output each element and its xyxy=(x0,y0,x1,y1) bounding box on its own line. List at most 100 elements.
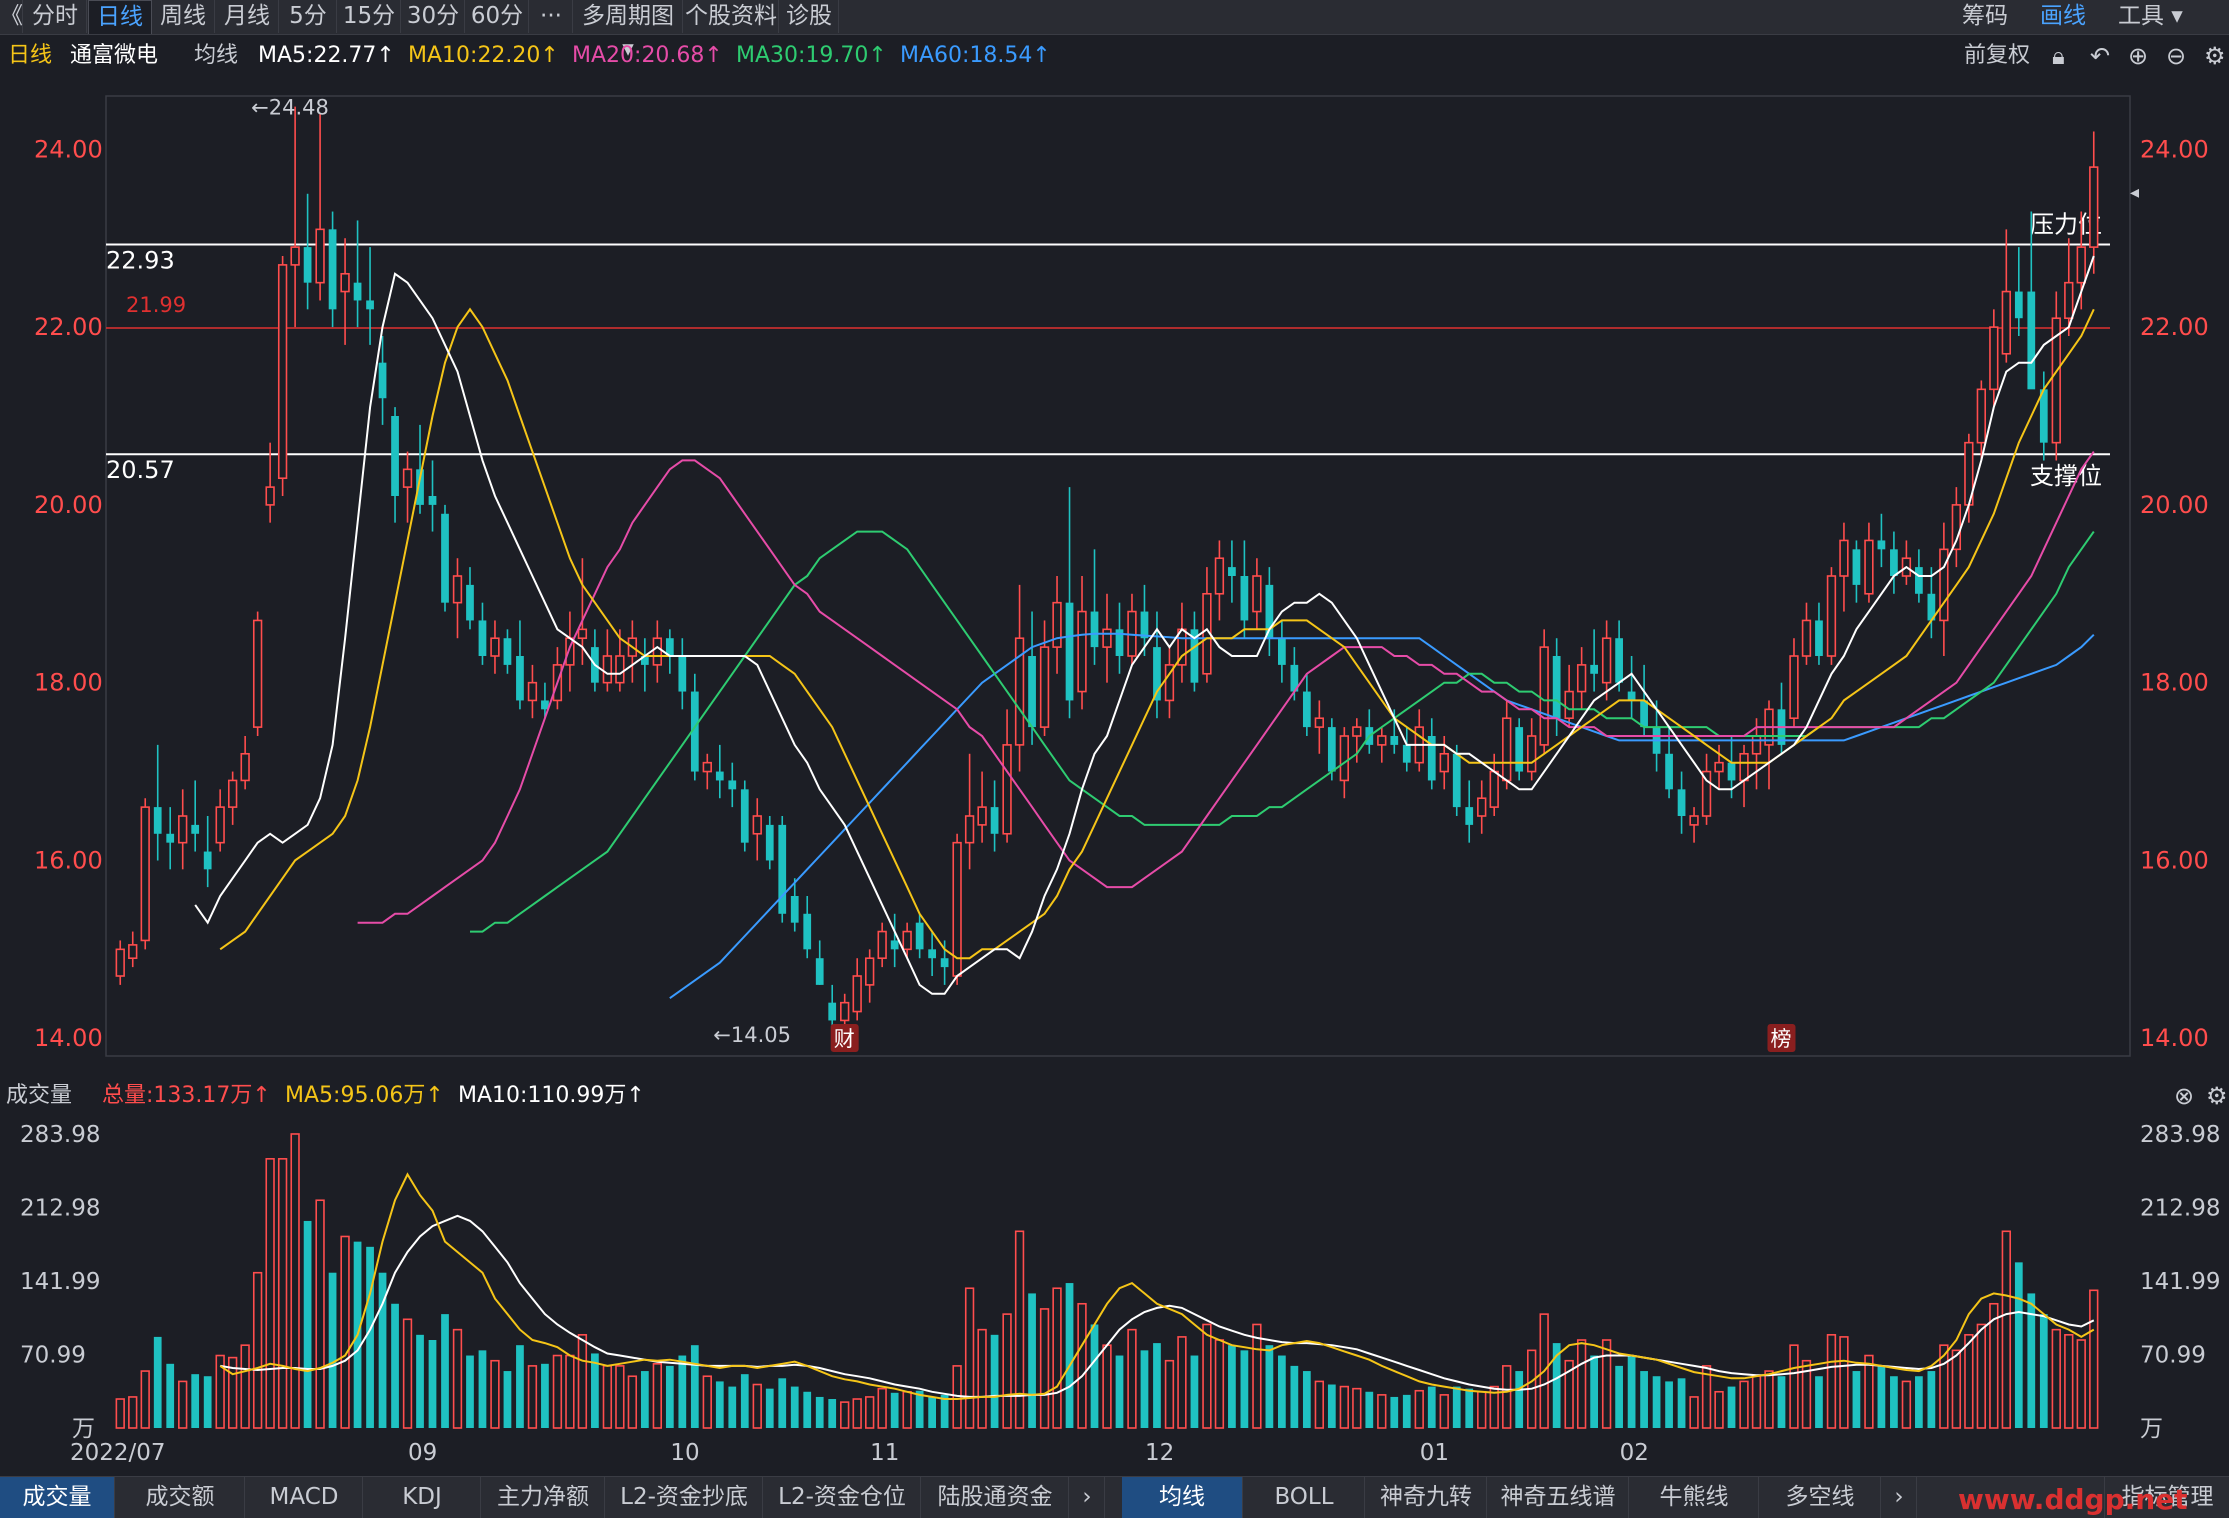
volume-bar[interactable] xyxy=(1976,1323,1987,1429)
candle[interactable] xyxy=(815,940,824,985)
volume-bar[interactable] xyxy=(1739,1380,1749,1429)
volume-bar[interactable] xyxy=(1801,1359,1812,1429)
volume-bar[interactable] xyxy=(2027,1293,2036,1428)
volume-bar[interactable] xyxy=(1252,1323,1262,1429)
volume-bar[interactable] xyxy=(541,1363,549,1428)
multi-period-dropdown[interactable]: 多周期图 ▾ xyxy=(574,0,683,62)
candle[interactable] xyxy=(527,664,538,719)
candle[interactable] xyxy=(1252,558,1262,630)
volume-bar[interactable] xyxy=(503,1371,512,1428)
candle[interactable] xyxy=(490,620,500,674)
candle[interactable] xyxy=(1665,727,1673,799)
tab-main-net[interactable]: 主力净额 xyxy=(482,1477,605,1518)
volume-bar[interactable] xyxy=(1576,1339,1587,1429)
candle[interactable] xyxy=(166,807,175,870)
tab-5min[interactable]: 5分 xyxy=(280,0,337,33)
candle[interactable] xyxy=(340,238,350,345)
volume-bar[interactable] xyxy=(1701,1365,1712,1429)
tab-daily[interactable]: 日线 xyxy=(88,0,152,34)
candle[interactable] xyxy=(565,611,575,692)
candle[interactable] xyxy=(1277,620,1286,683)
volume-bar[interactable] xyxy=(1839,1336,1849,1429)
candle[interactable] xyxy=(366,247,374,345)
tab-magic-nine[interactable]: 神奇九转 xyxy=(1366,1477,1487,1518)
volume-bar[interactable] xyxy=(1727,1386,1736,1428)
candle[interactable] xyxy=(790,878,799,932)
candle[interactable] xyxy=(1127,593,1137,665)
volume-bar[interactable] xyxy=(290,1133,300,1429)
candle[interactable] xyxy=(1140,584,1149,656)
volume-bar[interactable] xyxy=(1627,1355,1636,1428)
candle[interactable] xyxy=(215,789,225,852)
candle[interactable] xyxy=(1402,727,1411,772)
volume-bar[interactable] xyxy=(1877,1365,1886,1428)
candle[interactable] xyxy=(1115,602,1124,674)
candle[interactable] xyxy=(1815,602,1823,665)
volume-bar[interactable] xyxy=(1390,1396,1399,1428)
candle[interactable] xyxy=(1414,709,1424,772)
volume-bar[interactable] xyxy=(1601,1339,1612,1429)
volume-bar[interactable] xyxy=(1652,1376,1661,1428)
tab-diagnosis[interactable]: 诊股 xyxy=(780,0,839,33)
candle[interactable] xyxy=(1789,638,1799,728)
candle[interactable] xyxy=(1065,487,1074,719)
candle[interactable] xyxy=(577,558,588,665)
candle[interactable] xyxy=(1539,629,1549,754)
volume-bars[interactable] xyxy=(115,1133,2099,1429)
candle[interactable] xyxy=(990,780,999,852)
candle[interactable] xyxy=(1352,718,1362,763)
candle[interactable] xyxy=(778,816,787,923)
candle[interactable] xyxy=(552,647,563,710)
volume-bar[interactable] xyxy=(1028,1293,1036,1428)
candle[interactable] xyxy=(265,442,275,523)
volume-bar[interactable] xyxy=(1202,1323,1212,1429)
candle[interactable] xyxy=(1014,584,1025,772)
candle[interactable] xyxy=(1077,576,1087,710)
volume-bar[interactable] xyxy=(1052,1287,1062,1429)
volume-bar[interactable] xyxy=(1115,1355,1124,1428)
candle[interactable] xyxy=(1240,540,1249,639)
volume-bar[interactable] xyxy=(2039,1314,2048,1428)
volume-bar[interactable] xyxy=(778,1378,787,1428)
volume-bar[interactable] xyxy=(428,1340,437,1428)
undo-icon[interactable]: ↶ xyxy=(2090,42,2111,70)
volume-bar[interactable] xyxy=(527,1365,538,1429)
candle[interactable] xyxy=(1177,602,1187,683)
volume-bar[interactable] xyxy=(1951,1349,1962,1429)
volume-bar[interactable] xyxy=(790,1386,799,1428)
candle[interactable] xyxy=(964,753,975,870)
volume-bar[interactable] xyxy=(1327,1384,1336,1428)
candle[interactable] xyxy=(740,780,749,852)
volume-bar[interactable] xyxy=(1564,1359,1574,1429)
candle[interactable] xyxy=(602,629,613,692)
volume-bar[interactable] xyxy=(478,1350,487,1428)
candle[interactable] xyxy=(1714,744,1724,790)
volume-bar[interactable] xyxy=(2089,1289,2099,1429)
candle[interactable] xyxy=(391,407,399,523)
indicator-manage-button[interactable]: 指标管理 xyxy=(2104,1477,2229,1518)
event-badge[interactable]: 榜 xyxy=(1767,1024,1796,1052)
volume-bar[interactable] xyxy=(1427,1386,1436,1428)
tab-turnover[interactable]: 成交额 xyxy=(116,1477,245,1518)
volume-bar[interactable] xyxy=(140,1370,150,1429)
candle[interactable] xyxy=(153,744,162,861)
candle[interactable] xyxy=(765,816,774,870)
price-chart[interactable]: 24.00 22.00 20.00 18.00 16.00 14.00 24.00 22.0… xyxy=(0,74,2229,1076)
volume-bar[interactable] xyxy=(1302,1371,1311,1428)
zoom-in-icon[interactable]: ⊕ xyxy=(2128,42,2149,70)
volume-bar[interactable] xyxy=(1140,1350,1149,1428)
tab-chips[interactable]: 筹码 xyxy=(1962,3,2008,29)
candle[interactable] xyxy=(1314,700,1325,754)
tab-ma[interactable]: 均线 xyxy=(1122,1477,1243,1518)
volume-bar[interactable] xyxy=(977,1328,987,1429)
volume-bar[interactable] xyxy=(964,1287,975,1429)
volume-bar[interactable] xyxy=(1465,1388,1474,1428)
volume-settings-icon[interactable]: ⚙ xyxy=(2206,1082,2228,1110)
candle[interactable] xyxy=(1427,718,1436,790)
chevron-right-icon[interactable]: › xyxy=(1070,1477,1105,1518)
candle[interactable] xyxy=(328,211,337,328)
candle[interactable] xyxy=(240,736,250,790)
candle[interactable] xyxy=(303,193,312,310)
tab-drawing[interactable]: 画线 xyxy=(2040,3,2086,29)
volume-bar[interactable] xyxy=(516,1345,524,1428)
